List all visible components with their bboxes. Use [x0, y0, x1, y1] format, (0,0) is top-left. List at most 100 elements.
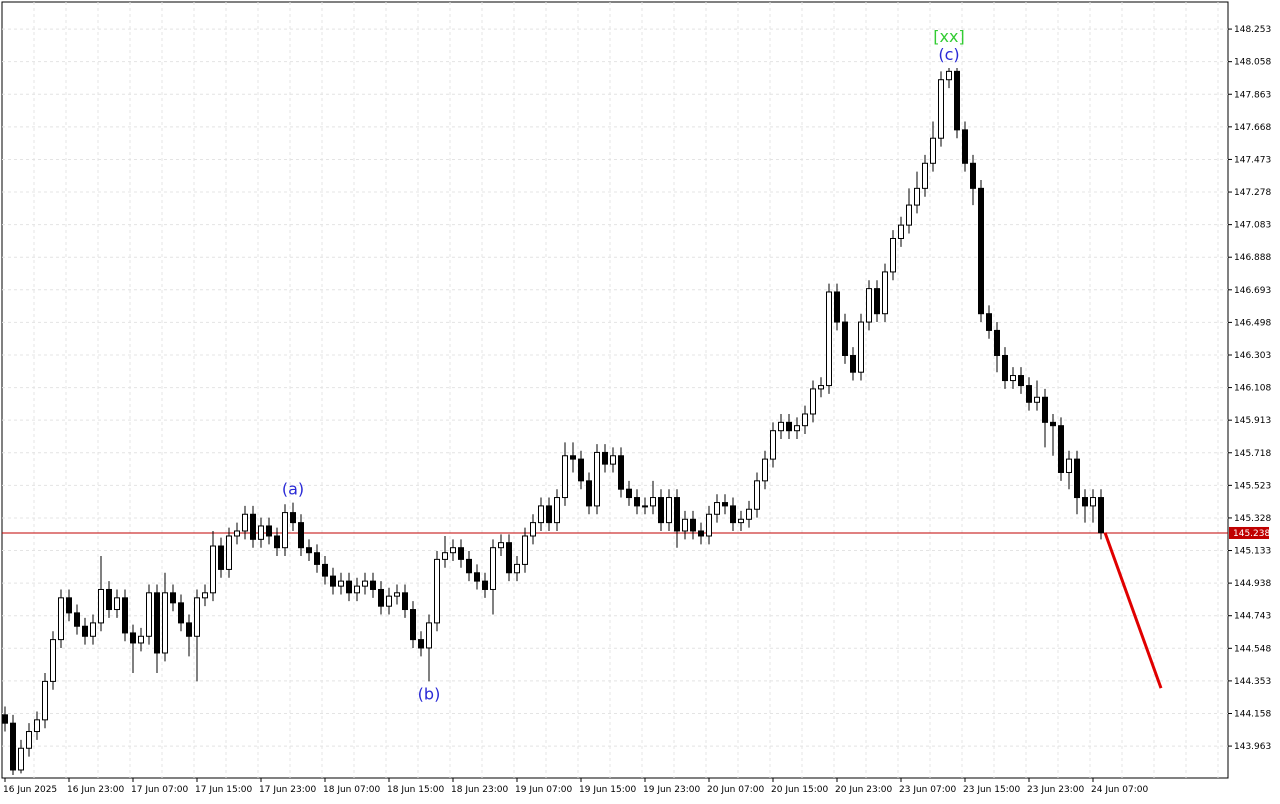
candle-body [970, 162, 976, 189]
candle-body [994, 329, 1000, 356]
candle-body [1090, 497, 1096, 507]
candle-body [586, 480, 592, 507]
candle-body [778, 421, 784, 432]
candle-body [914, 187, 920, 206]
candle-body [658, 497, 664, 524]
candle-body [610, 455, 616, 465]
forecast-line [1103, 532, 1163, 689]
candle-body [674, 497, 680, 532]
candle-body [426, 622, 432, 649]
candle-body [1098, 497, 1104, 534]
candle-body [154, 592, 160, 654]
candle-body [58, 597, 64, 641]
y-tick-label: 146.693 [1234, 286, 1271, 296]
candle-body [146, 592, 152, 637]
candle-body [442, 552, 448, 560]
candle-body [74, 612, 80, 627]
candle-body [138, 635, 144, 644]
y-tick-label: 147.473 [1234, 155, 1271, 165]
candle-body [338, 580, 344, 587]
candle-body [890, 237, 896, 273]
candle-body [178, 602, 184, 624]
candle-body [386, 595, 392, 607]
candle-body [626, 488, 632, 499]
candle-body [282, 512, 288, 549]
candle-body [594, 451, 600, 507]
y-tick-label: 145.328 [1234, 514, 1271, 524]
y-tick-label: 144.938 [1234, 579, 1271, 589]
y-tick-label: 148.058 [1234, 58, 1271, 68]
plot-frame [1, 1, 1229, 779]
candle-body [514, 563, 520, 574]
candle-body [498, 542, 504, 549]
candle-body [690, 518, 696, 532]
candle-body [370, 580, 376, 590]
candle-body [850, 354, 856, 373]
candle-body [786, 421, 792, 432]
candle-body [378, 588, 384, 607]
candle-body [410, 609, 416, 641]
candle-body [722, 502, 728, 507]
y-tick-label: 144.548 [1234, 644, 1271, 654]
x-tick-label: 16 Jun 2025 [3, 785, 57, 795]
candle-body [1050, 421, 1056, 427]
candle-body [290, 512, 296, 524]
candle-body [770, 430, 776, 460]
candle-body [1018, 375, 1024, 387]
x-tick-label: 19 Jun 15:00 [579, 785, 636, 795]
candle-body [2, 714, 8, 724]
candle-body [1082, 497, 1088, 507]
wave-label: (c) [938, 45, 959, 64]
candle-body [34, 719, 40, 733]
candle-body [1026, 385, 1032, 403]
candle-body [906, 204, 912, 226]
candle-body [434, 558, 440, 624]
y-tick-label: 145.133 [1234, 547, 1271, 557]
candle-body [898, 224, 904, 239]
wave-label: (b) [418, 684, 441, 703]
y-tick-label: 147.083 [1234, 221, 1271, 231]
y-tick-label: 147.278 [1234, 188, 1271, 198]
y-tick-label: 147.863 [1234, 90, 1271, 100]
x-tick-label: 23 Jun 15:00 [963, 785, 1020, 795]
wave-label: (a) [282, 480, 304, 499]
candle-body [842, 321, 848, 356]
candle-body [258, 525, 264, 540]
candle-body [642, 505, 648, 508]
candle-body [210, 545, 216, 594]
x-tick-label: 16 Jun 23:00 [67, 785, 124, 795]
candle-body [18, 747, 24, 771]
candle-body [266, 525, 272, 537]
x-tick-label: 18 Jun 15:00 [387, 785, 444, 795]
wave-label: [xx] [933, 27, 964, 46]
candle-body [938, 79, 944, 139]
x-tick-label: 23 Jun 07:00 [899, 785, 956, 795]
candle-body [826, 291, 832, 387]
candle-body [362, 580, 368, 587]
candle-body [506, 542, 512, 574]
y-tick-label: 146.498 [1234, 318, 1271, 328]
candle-body [90, 622, 96, 637]
candle-body [730, 505, 736, 524]
y-tick-label: 144.158 [1234, 709, 1271, 719]
candle-body [834, 291, 840, 323]
x-tick-label: 20 Jun 07:00 [707, 785, 764, 795]
x-tick-label: 19 Jun 07:00 [515, 785, 572, 795]
candle-body [234, 530, 240, 537]
candle-body [1042, 396, 1048, 423]
candle-body [874, 288, 880, 315]
candle-body [954, 70, 960, 131]
candle-body [306, 547, 312, 554]
candle-body [1034, 396, 1040, 403]
candle-body [66, 597, 72, 614]
candle-body [1002, 354, 1008, 382]
candle-body [354, 585, 360, 594]
candle-body [810, 388, 816, 415]
candle-body [458, 547, 464, 560]
candle-body [978, 187, 984, 315]
candle-body [226, 535, 232, 570]
candle-body [882, 271, 888, 315]
candle-body [202, 592, 208, 599]
y-tick-label: 144.353 [1234, 677, 1271, 687]
